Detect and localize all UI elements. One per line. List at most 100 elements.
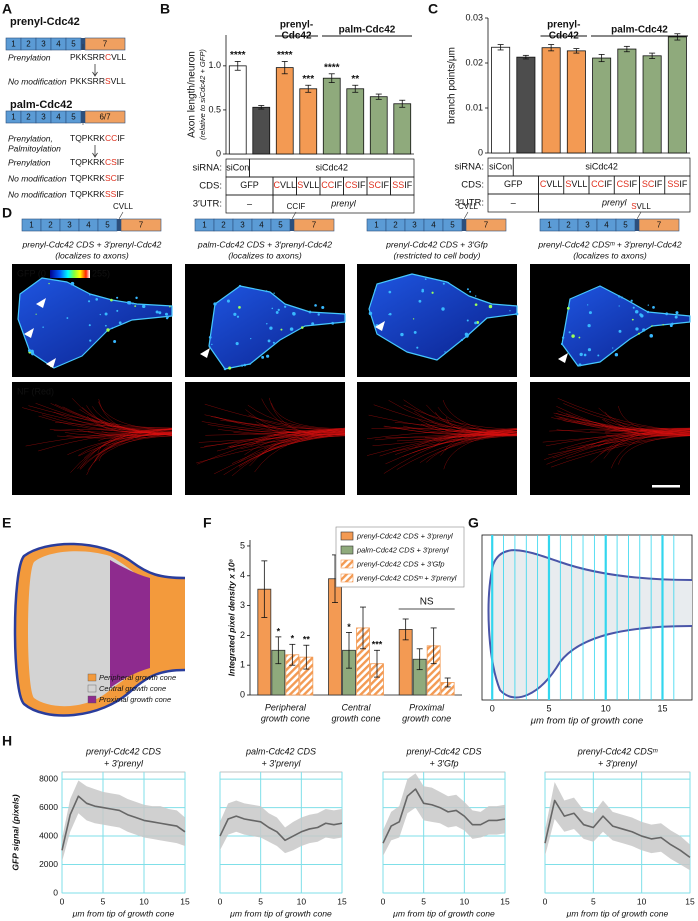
neurofilament bbox=[546, 429, 691, 465]
text-piece: C bbox=[540, 179, 547, 189]
gfp-speck bbox=[674, 315, 678, 319]
gfp-speck bbox=[269, 326, 273, 330]
gfp-speck bbox=[89, 293, 91, 296]
table-row-label: CDS: bbox=[461, 180, 484, 191]
x-axis-label: μm from tip of growth cone bbox=[566, 908, 669, 918]
text-piece: TQPKRK bbox=[70, 133, 105, 143]
x-tick-label: 10 bbox=[601, 703, 611, 713]
error-band bbox=[545, 781, 690, 871]
gfp-speck bbox=[618, 329, 622, 333]
gfp-speck bbox=[142, 304, 146, 309]
neurofilament bbox=[238, 431, 346, 468]
gfp-speck bbox=[561, 336, 565, 339]
gfp-speck bbox=[95, 298, 99, 301]
text-piece: SC bbox=[105, 173, 117, 183]
gfp-speck bbox=[578, 336, 581, 339]
neurofilament bbox=[550, 435, 691, 468]
neurofilament bbox=[22, 407, 173, 430]
modification-label: Prenylation, bbox=[8, 133, 53, 143]
x-axis-label: μm from tip of growth cone bbox=[392, 908, 495, 918]
gfp-speck bbox=[474, 321, 477, 325]
bar bbox=[491, 46, 511, 154]
exon-label: 4 bbox=[431, 221, 436, 230]
chart-title: prenyl-Cdc42 CDS bbox=[405, 746, 481, 756]
exon-label: 7 bbox=[103, 40, 108, 49]
exon-label: 7 bbox=[312, 221, 317, 230]
text-piece: IF bbox=[679, 179, 688, 189]
y-axis-label: GFP signal (pixels) bbox=[10, 794, 20, 870]
gfp-speck bbox=[441, 307, 445, 311]
panel-label: G bbox=[468, 515, 479, 531]
bar bbox=[516, 56, 536, 154]
legend-label: prenyl-Cdc42 CDSᵐ + 3′prenyl bbox=[356, 573, 457, 582]
table-cell-text: – bbox=[510, 197, 517, 207]
exon-label: 3 bbox=[67, 221, 72, 230]
table-cell-text: GFP bbox=[504, 179, 523, 189]
gfp-speck bbox=[466, 319, 469, 322]
legend-swatch bbox=[340, 559, 354, 569]
gfp-speck bbox=[566, 306, 570, 310]
gfp-speck bbox=[118, 321, 122, 325]
gfp-speck bbox=[277, 308, 280, 312]
neurofilament bbox=[86, 415, 173, 433]
gfp-speck bbox=[88, 324, 91, 327]
gfp-speck bbox=[134, 305, 137, 308]
text-piece: TQPKRK bbox=[70, 189, 105, 199]
neurofilament bbox=[204, 414, 346, 434]
exon-label: 5 bbox=[278, 221, 283, 230]
gfp-speck bbox=[583, 353, 587, 357]
modification-label: Prenylation bbox=[8, 157, 51, 167]
exon-junction bbox=[290, 219, 294, 231]
proximal-region bbox=[110, 560, 150, 688]
text-piece: PKKSRR bbox=[70, 76, 105, 86]
bar bbox=[228, 65, 247, 155]
construct-name: palm-Cdc42 CDS + 3′prenyl-Cdc42 bbox=[197, 239, 332, 249]
text-piece: CS bbox=[105, 157, 117, 167]
motif: CVLL bbox=[458, 202, 479, 211]
gfp-speck bbox=[70, 281, 75, 286]
y-axis-sublabel: (relative to siCdc42 + GFP) bbox=[198, 49, 207, 140]
gfp-speck bbox=[275, 311, 279, 314]
gfp-speck bbox=[407, 274, 410, 276]
text-piece: GFP bbox=[504, 179, 523, 189]
gfp-speck bbox=[331, 321, 335, 325]
sequence: TQPKRKCCIF bbox=[70, 133, 125, 143]
exon-label: 1 bbox=[374, 221, 379, 230]
y-tick-label: 4 bbox=[240, 570, 245, 580]
x-axis-label: μm from tip of growth cone bbox=[72, 908, 175, 918]
significance: *** bbox=[372, 640, 383, 650]
table-row-label: siRNA: bbox=[192, 163, 222, 174]
neurofilament bbox=[204, 403, 346, 433]
gfp-speck bbox=[266, 322, 268, 325]
neurofilament bbox=[557, 417, 691, 433]
motif: CVLL bbox=[113, 202, 134, 211]
table-cell-text: CVLL bbox=[540, 179, 563, 189]
exon-label: 7 bbox=[139, 221, 144, 230]
arrowhead bbox=[36, 298, 46, 308]
neurofilament bbox=[394, 422, 518, 433]
gfp-speck bbox=[630, 299, 633, 302]
bar bbox=[541, 47, 561, 154]
significance: **** bbox=[324, 62, 340, 73]
gfp-speck bbox=[578, 363, 582, 367]
text-piece: S bbox=[565, 179, 571, 189]
gfp-speck bbox=[634, 310, 639, 314]
text-piece: IF bbox=[358, 180, 367, 190]
exon-label: 2 bbox=[393, 221, 398, 230]
text-piece: S bbox=[105, 76, 111, 86]
gfp-speck bbox=[261, 355, 265, 359]
table-cell-text: SSIF bbox=[392, 180, 413, 190]
gfp-speck bbox=[612, 347, 614, 349]
gfp-speck bbox=[640, 314, 644, 318]
motif-tick bbox=[118, 211, 124, 220]
y-tick-label: 1.0 bbox=[208, 60, 221, 70]
text-piece: PKKSRR bbox=[70, 52, 105, 62]
construct-title: prenyl-Cdc42 bbox=[10, 16, 80, 28]
gfp-speck bbox=[240, 364, 244, 367]
neurofilament bbox=[437, 407, 518, 435]
neurofilament bbox=[255, 430, 346, 443]
gfp-speck bbox=[466, 288, 469, 291]
gfp-speck bbox=[226, 299, 230, 303]
text-piece: TQPKRK bbox=[70, 157, 105, 167]
neurofilament bbox=[79, 429, 173, 470]
